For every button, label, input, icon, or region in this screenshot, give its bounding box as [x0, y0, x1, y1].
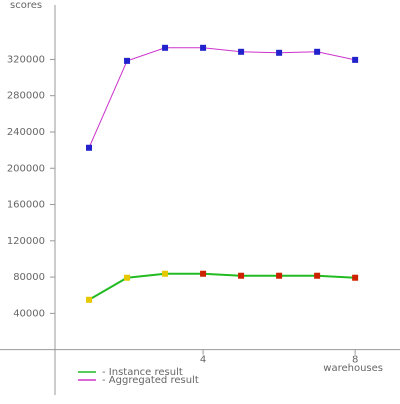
x-tick-label: 8	[352, 355, 358, 366]
x-tick-label: 4	[200, 355, 206, 366]
data-point	[162, 270, 169, 277]
y-tick-label: 160000	[7, 200, 45, 211]
y-tick-label: 120000	[7, 236, 45, 247]
series-line	[88, 272, 356, 301]
x-axis-label: warehouses	[323, 363, 383, 374]
data-point	[200, 270, 207, 277]
data-point	[238, 48, 245, 55]
data-point	[352, 56, 359, 63]
data-point	[86, 296, 93, 303]
data-point	[352, 274, 359, 281]
data-point	[124, 274, 131, 281]
data-point	[124, 57, 131, 64]
y-tick-label: 320000	[7, 54, 45, 65]
legend-label: - Aggregated result	[102, 375, 199, 386]
y-tick-label: 200000	[7, 163, 45, 174]
data-point	[276, 272, 283, 279]
data-point	[238, 272, 245, 279]
data-point	[276, 49, 283, 56]
data-point	[200, 44, 207, 51]
data-point	[314, 48, 321, 55]
data-point	[162, 44, 169, 51]
y-tick-label: 40000	[13, 308, 45, 319]
y-axis-label: scores	[10, 0, 42, 11]
legend-label: - Instance result	[102, 367, 183, 378]
data-point	[86, 144, 93, 151]
y-tick-label: 280000	[7, 91, 45, 102]
y-tick-label: 80000	[13, 272, 45, 283]
data-point	[314, 272, 321, 279]
y-tick-label: 240000	[7, 127, 45, 138]
series-line	[88, 47, 356, 148]
